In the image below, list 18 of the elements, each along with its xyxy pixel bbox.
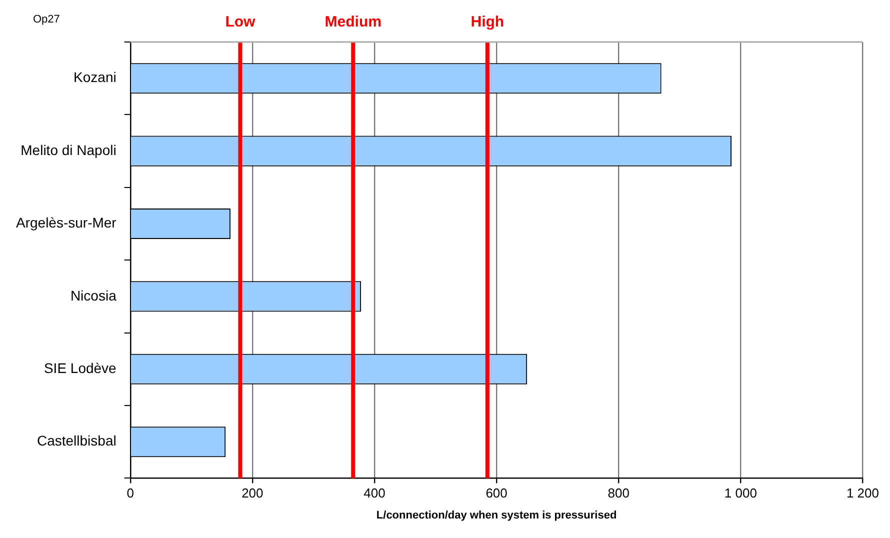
x-axis-title: L/connection/day when system is pressurised — [376, 509, 617, 522]
ref-line-label: Medium — [324, 14, 382, 31]
y-tick-label: Kozani — [74, 69, 116, 86]
text: Op27 — [33, 14, 60, 26]
x-tick-label: 1 200 — [846, 486, 880, 501]
y-tick-label: Castellbisbal — [36, 432, 116, 449]
ref-line-label: Low — [225, 14, 256, 31]
x-tick-label: 200 — [242, 486, 264, 501]
x-tick-label: 400 — [364, 486, 386, 501]
y-tick-label: SIE Lodève — [44, 360, 117, 376]
y-tick-label: Argelès-sur-Mer — [16, 214, 117, 231]
ref-line-label: High — [470, 14, 504, 31]
y-tick-label: Nicosia — [70, 287, 117, 304]
x-tick-label: 600 — [486, 486, 508, 501]
x-tick-label: 1 000 — [724, 486, 757, 501]
y-tick-label: Melito di Napoli — [20, 142, 116, 158]
x-tick-label: 800 — [608, 486, 630, 501]
x-tick-label: 0 — [126, 486, 134, 501]
